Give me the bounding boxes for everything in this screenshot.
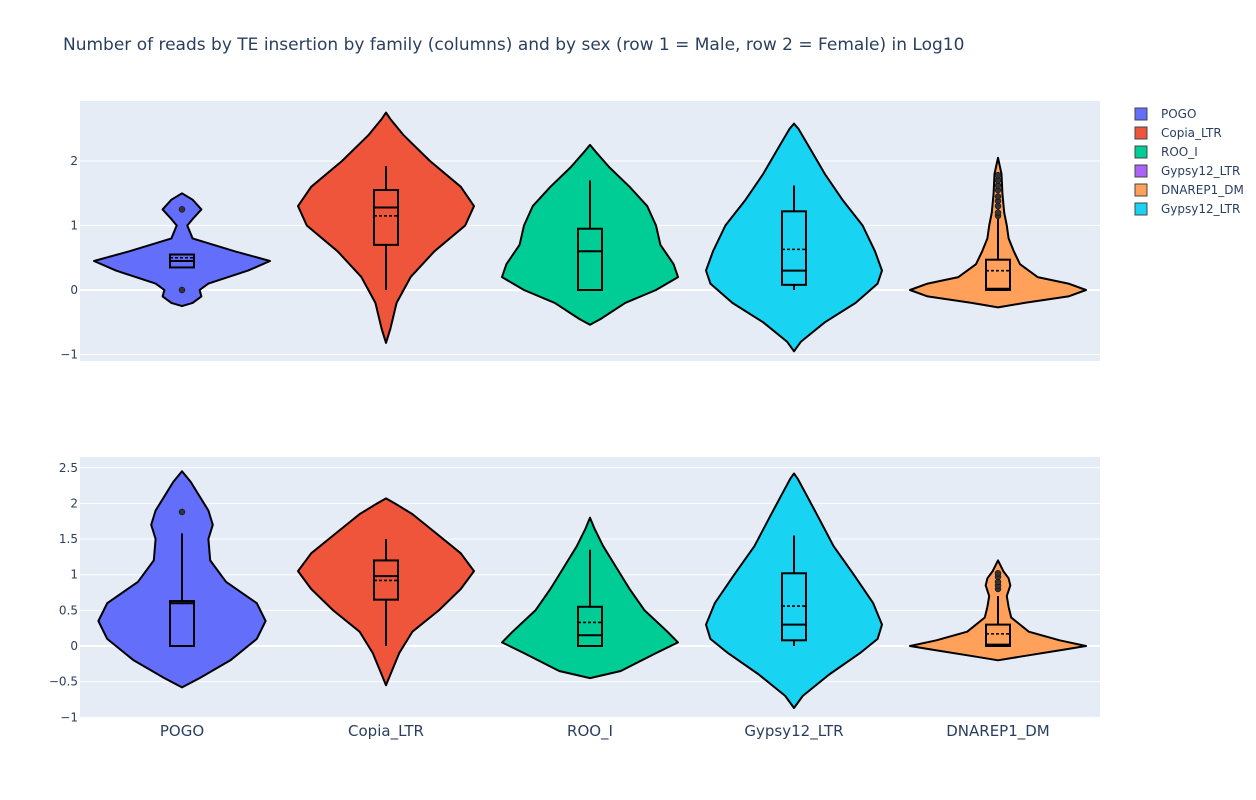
legend-swatch: [1134, 145, 1148, 159]
x-tick-label: Copia_LTR: [348, 722, 424, 741]
outlier-point: [994, 193, 1002, 200]
x-tick-label: POGO: [160, 722, 204, 740]
box-iqr: [985, 258, 1011, 291]
outlier-point: [178, 286, 186, 294]
y-tick-label: 0: [70, 639, 78, 653]
y-tick-label: 2.5: [59, 461, 78, 475]
legend: POGO Copia_LTR ROO_I Gypsy12_LTR DNAREP1_DM G…: [1134, 107, 1244, 216]
plot-area: 2 1 0 −1 2.5 2 1.5 1 0.5 0 −0.5 −1: [49, 101, 1100, 724]
legend-entry: DNAREP1_DM: [1161, 183, 1244, 197]
x-tick-label: Gypsy12_LTR: [744, 722, 843, 741]
outlier-point: [178, 508, 186, 516]
y-tick-label: 0: [70, 283, 78, 297]
y-tick-label: 1: [70, 568, 78, 582]
outlier-point: [178, 206, 186, 213]
chart-title: Number of reads by TE insertion by famil…: [63, 35, 964, 55]
y-tick-label: 0.5: [59, 603, 78, 617]
box-iqr: [781, 210, 807, 286]
x-axis: POGO Copia_LTR ROO_I Gypsy12_LTR DNAREP1_DM: [160, 722, 1050, 741]
box-iqr: [373, 189, 399, 246]
legend-entry: Gypsy12_LTR: [1161, 164, 1240, 178]
x-tick-label: DNAREP1_DM: [946, 722, 1050, 741]
legend-entry: ROO_I: [1161, 145, 1198, 159]
legend-entry: POGO: [1161, 107, 1196, 121]
y-tick-label: 2: [70, 496, 78, 510]
y-tick-label: 1.5: [59, 532, 78, 546]
legend-swatch: [1134, 107, 1148, 121]
y-tick-label: 1: [70, 219, 78, 233]
box-iqr: [169, 600, 195, 647]
legend-entry: Copia_LTR: [1161, 126, 1222, 140]
y-tick-label: −1: [60, 348, 78, 362]
legend-swatch: [1134, 126, 1148, 140]
box-iqr: [577, 227, 603, 292]
y-tick-label: −1: [60, 710, 78, 724]
outlier-point: [994, 209, 1002, 216]
legend-swatch: [1134, 183, 1148, 197]
x-tick-label: ROO_I: [567, 722, 613, 741]
box-iqr: [577, 605, 603, 647]
outlier-point: [994, 570, 1002, 577]
violin-pogo-row-1: [93, 192, 271, 308]
legend-swatch: [1134, 202, 1148, 216]
outlier-point: [994, 171, 1002, 179]
y-tick-label: −0.5: [49, 675, 78, 689]
legend-swatch: [1134, 164, 1148, 178]
y-tick-label: 2: [70, 154, 78, 168]
legend-entry: Gypsy12_LTR: [1161, 202, 1240, 216]
box-iqr: [985, 623, 1011, 647]
